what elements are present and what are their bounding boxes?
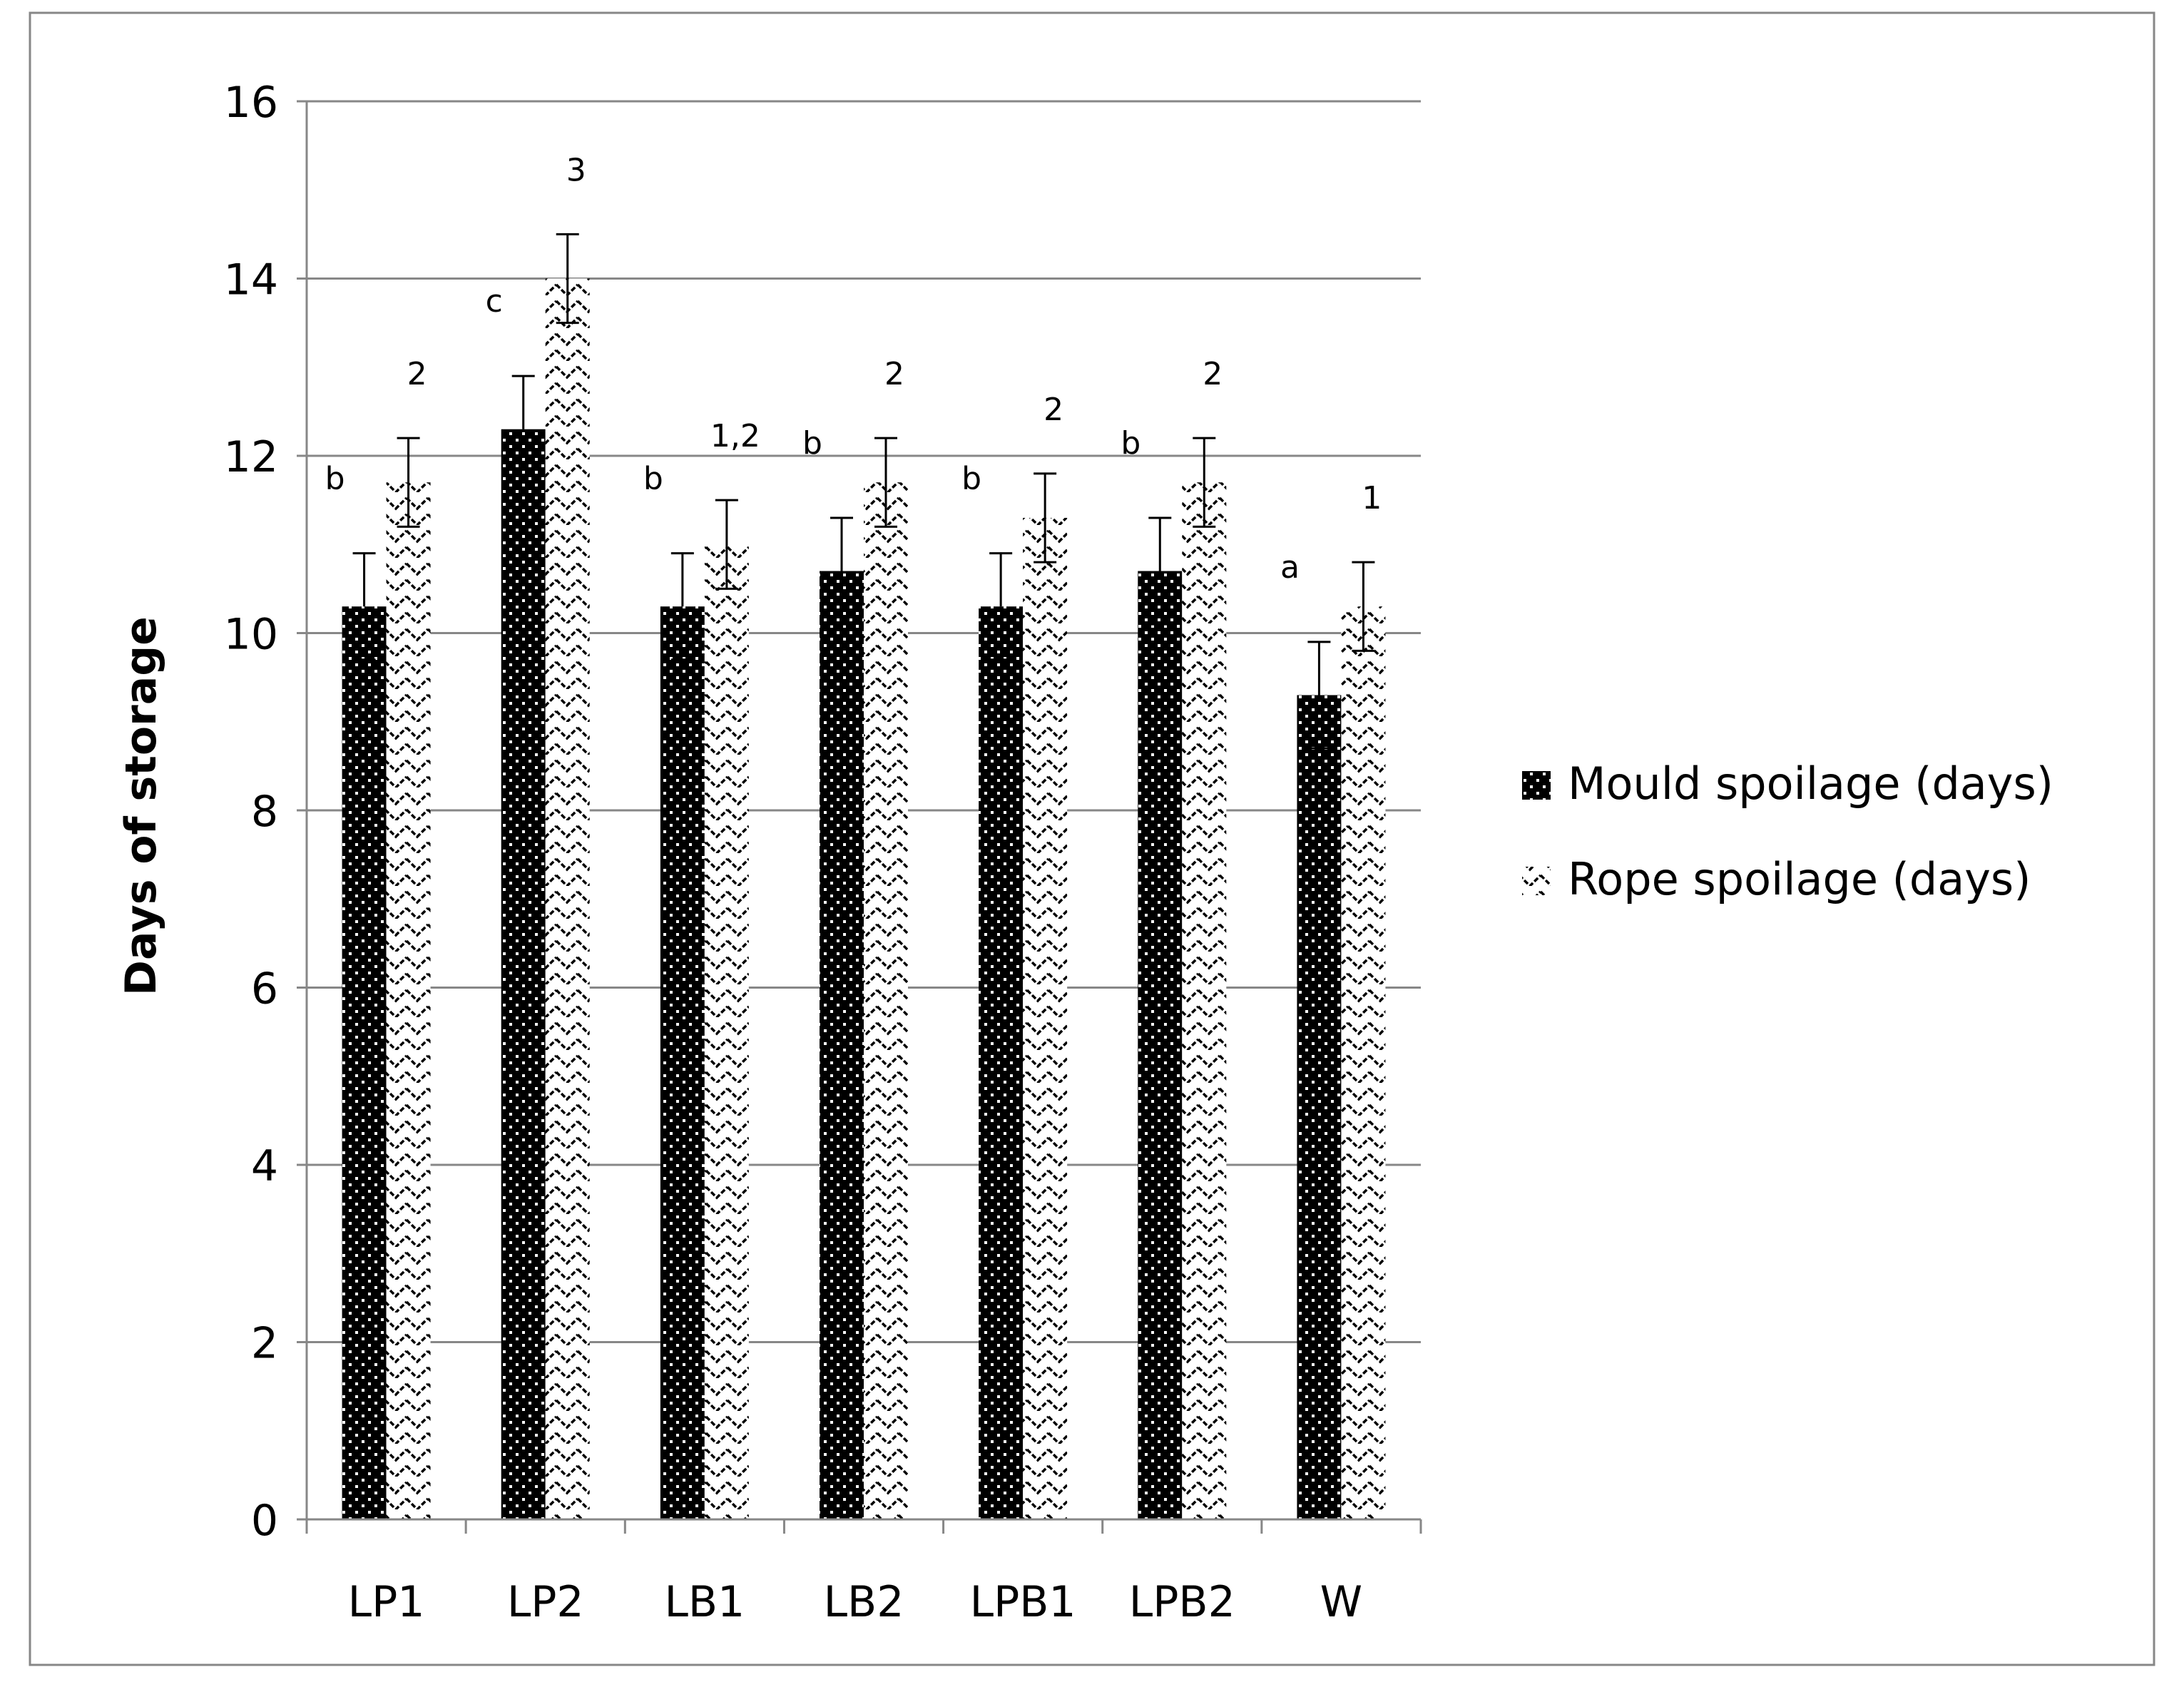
x-tick-label: LPB2 (1129, 1577, 1235, 1627)
x-tick-label: LP1 (348, 1577, 425, 1627)
bar-significance-label: 3 (566, 152, 586, 188)
legend-swatch-rope (1522, 867, 1551, 895)
bar-mould (1138, 571, 1183, 1519)
bar-significance-label: 2 (407, 356, 427, 392)
bar-significance-label: 2 (1203, 356, 1223, 392)
bar-mould (342, 606, 387, 1519)
x-tick-label: LB1 (664, 1577, 745, 1627)
bar-significance-label: 2 (1043, 392, 1063, 428)
bar-rope (386, 482, 431, 1519)
y-axis-label: Days of storage (116, 616, 166, 996)
bar-rope (1341, 606, 1386, 1519)
bar-rope (864, 482, 908, 1519)
bars (342, 278, 1386, 1519)
bar-significance-label: b (325, 461, 345, 497)
y-tick-labels: 0 2 4 6 8 10 12 14 16 (224, 78, 278, 1546)
bar-significance-label: b (961, 461, 981, 497)
bar-significance-label: b (643, 461, 663, 497)
x-tick-label: LPB1 (970, 1577, 1076, 1627)
y-tick-label: 8 (251, 787, 278, 837)
bar-significance-label: 2 (884, 356, 904, 392)
x-tick-label: LP2 (507, 1577, 584, 1627)
legend-swatch-mould (1522, 771, 1551, 800)
y-tick-label: 10 (224, 610, 278, 660)
bar-significance-label: a (1280, 549, 1300, 586)
bar-significance-label: 1 (1362, 480, 1382, 516)
y-tick-label: 4 (251, 1141, 278, 1191)
bar-significance-label: b (802, 425, 822, 462)
bar-rope (1023, 517, 1068, 1519)
bar-rope (545, 278, 590, 1519)
bar-significance-label: c (486, 283, 503, 320)
axes (297, 100, 1422, 1534)
bar-significance-label: b (1121, 425, 1141, 462)
bar-mould (660, 606, 705, 1519)
bar-rope (704, 544, 749, 1519)
bar-significance-label: 1,2 (710, 418, 760, 454)
bar-mould (979, 606, 1024, 1519)
y-tick-label: 0 (251, 1496, 278, 1546)
bar-mould (820, 571, 864, 1519)
y-tick-label: 2 (251, 1319, 278, 1369)
bar-mould (501, 429, 546, 1519)
legend-label-rope: Rope spoilage (days) (1568, 853, 2031, 905)
legend-label-mould: Mould spoilage (days) (1568, 758, 2053, 810)
bar-rope (1182, 482, 1227, 1519)
legend: Mould spoilage (days) Rope spoilage (day… (1522, 758, 2053, 905)
x-tick-labels: LP1 LP2 LB1 LB2 LPB1 LPB2 W (348, 1577, 1362, 1627)
bar-mould (1297, 695, 1342, 1519)
x-tick-label: LB2 (824, 1577, 904, 1627)
bar-labels: b c b b b b a 2 3 1,2 2 2 2 1 (325, 152, 1382, 586)
x-tick-label: W (1320, 1577, 1362, 1627)
y-tick-label: 12 (224, 432, 278, 482)
y-tick-label: 14 (224, 255, 278, 305)
error-bars (352, 233, 1375, 750)
y-tick-label: 6 (251, 964, 278, 1014)
y-tick-label: 16 (224, 78, 278, 128)
